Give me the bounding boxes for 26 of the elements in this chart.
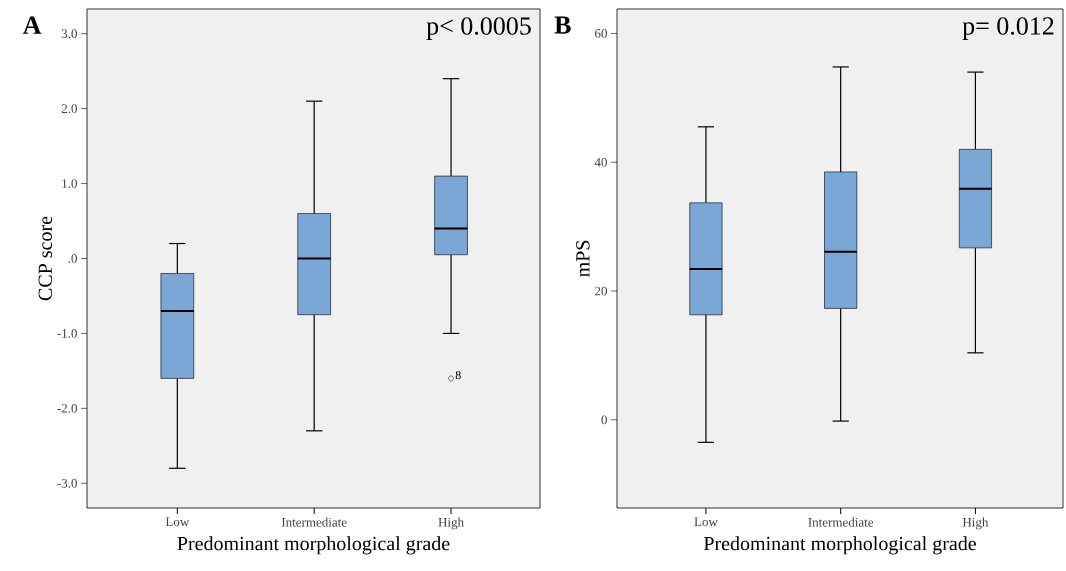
y-tick-label: 60	[595, 29, 607, 38]
x-axis-title: Predominant morphological grade	[177, 536, 450, 555]
annotation: p< 0.0005	[426, 17, 531, 41]
x-axis-title: Predominant morphological grade	[703, 536, 976, 555]
y-tick-label: 20	[595, 286, 607, 296]
chart-title: B	[554, 16, 571, 34]
y-axis-title: mPS	[576, 240, 590, 277]
x-tick-label: Intermediate	[808, 517, 874, 527]
x-tick-label: Intermediate	[281, 517, 347, 527]
y-tick-label: 2.0	[61, 104, 77, 114]
y-tick-label: 40	[594, 157, 607, 167]
x-tick-label: Low	[694, 517, 718, 527]
y-tick-label: -2.0	[57, 403, 77, 413]
chart-title: A	[22, 16, 42, 34]
annotation: 8	[455, 371, 461, 380]
y-tick-label: 0	[601, 415, 607, 425]
y-tick-label: 1.0	[62, 179, 77, 188]
y-axis-title: CCP score	[38, 216, 53, 301]
x-tick-label: High	[962, 517, 989, 530]
y-tick-label: -3.0	[57, 478, 77, 488]
annotation: p= 0.012	[962, 17, 1054, 41]
y-tick-label: 3.0	[61, 29, 77, 39]
x-tick-label: Low	[165, 517, 190, 527]
y-tick-label: -1.0	[57, 329, 77, 338]
x-tick-label: High	[438, 517, 464, 530]
y-tick-label: .0	[68, 254, 77, 263]
